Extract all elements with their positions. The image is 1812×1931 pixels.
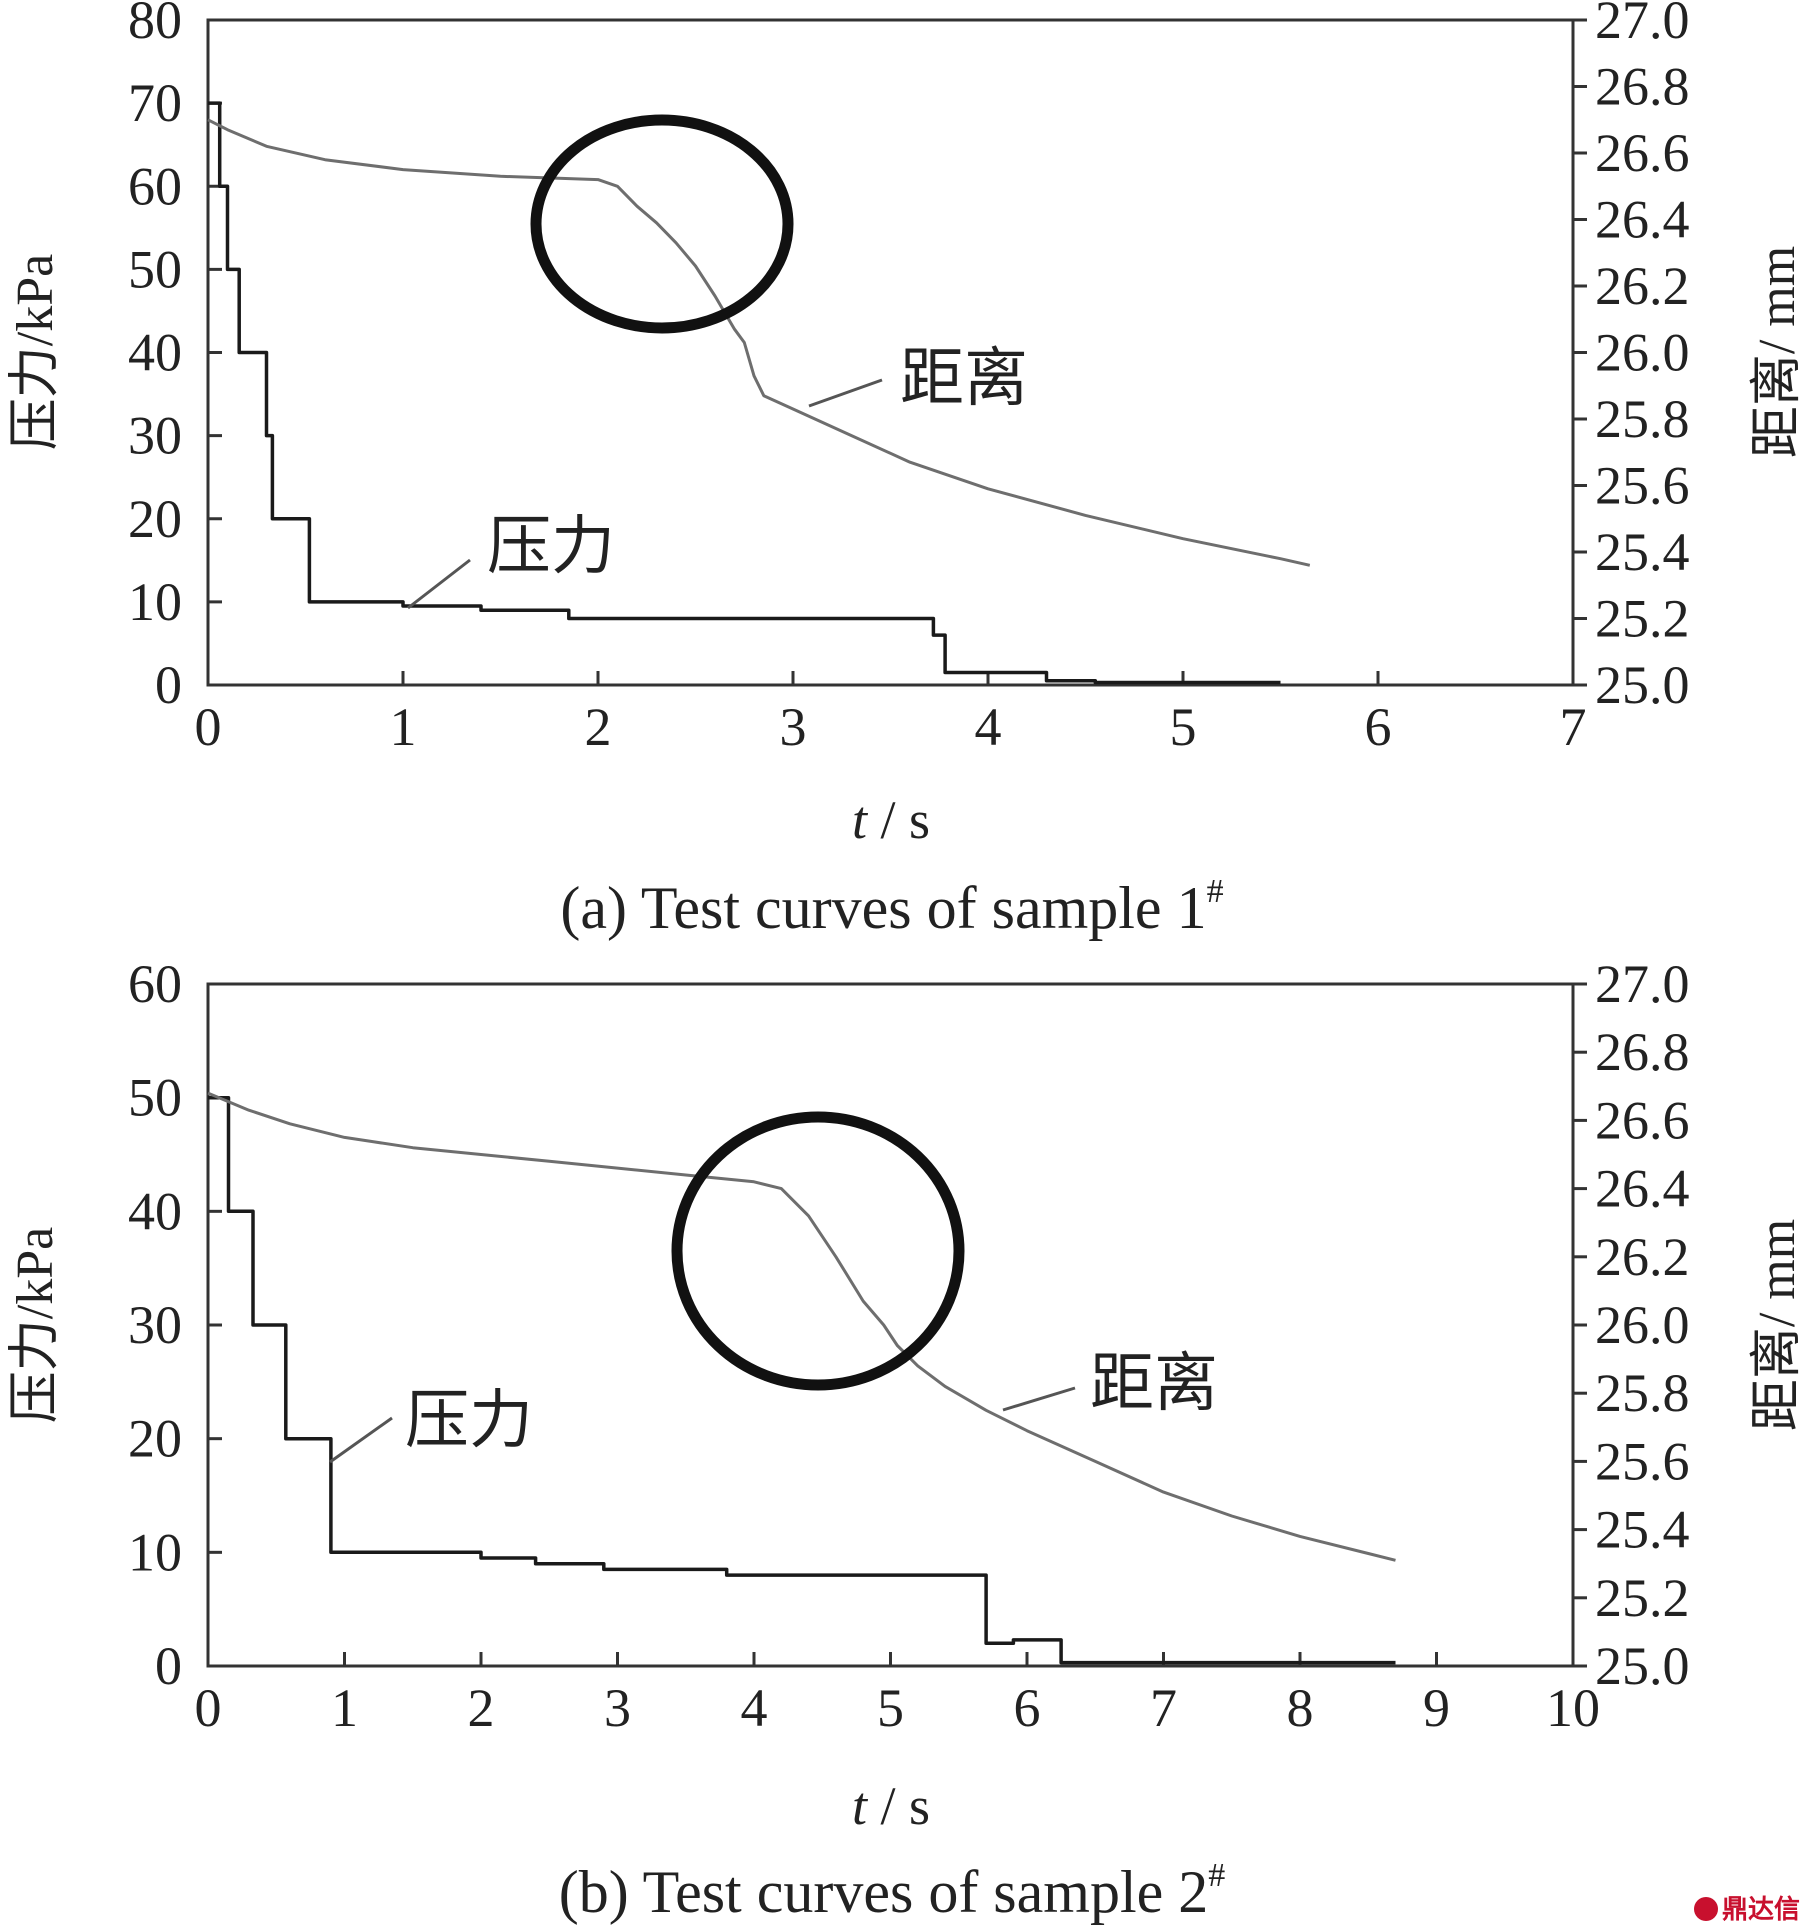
y-right-tick-label: 26.2 bbox=[1595, 1227, 1690, 1287]
y-left-tick-label: 40 bbox=[128, 323, 182, 383]
x-tick-label: 10 bbox=[1546, 1678, 1600, 1738]
watermark: 鼎达信 bbox=[1694, 1895, 1800, 1925]
x-axis-a: 0 1 2 3 4 5 6 7 bbox=[195, 671, 1587, 757]
y-right-tick-label: 25.8 bbox=[1595, 389, 1690, 449]
y-right-tick-label: 25.0 bbox=[1595, 655, 1690, 715]
y-right-tick-label: 25.8 bbox=[1595, 1363, 1690, 1423]
x-tick-label: 0 bbox=[195, 697, 222, 757]
y-right-tick-label: 25.4 bbox=[1595, 522, 1690, 582]
y-left-tick-label: 30 bbox=[128, 406, 182, 466]
x-tick-label: 3 bbox=[780, 697, 807, 757]
pressure-line bbox=[208, 1095, 1396, 1665]
y-left-tick-label: 80 bbox=[128, 0, 182, 50]
y-right-tick-label: 26.4 bbox=[1595, 1159, 1690, 1219]
right-y-label-b: 距离/ mm bbox=[1749, 1219, 1806, 1431]
highlight-circle-b bbox=[671, 1111, 965, 1391]
leader-distance-b bbox=[1002, 1386, 1076, 1412]
left-y-axis-a: 0 10 20 30 40 50 60 70 80 bbox=[128, 0, 222, 715]
annotation-distance-b: 距离 bbox=[1090, 1348, 1218, 1419]
right-y-label-a: 距离/ mm bbox=[1749, 246, 1806, 458]
y-right-tick-label: 25.4 bbox=[1595, 1500, 1690, 1560]
highlight-circle-a bbox=[530, 114, 794, 334]
left-y-axis-b: 0 10 20 30 40 50 60 bbox=[128, 954, 222, 1696]
x-tick-label: 0 bbox=[195, 1678, 222, 1738]
y-left-tick-label: 40 bbox=[128, 1181, 182, 1241]
x-tick-label: 2 bbox=[585, 697, 612, 757]
plot-area-b bbox=[206, 982, 1575, 1668]
y-right-tick-label: 26.0 bbox=[1595, 323, 1690, 383]
y-left-tick-label: 10 bbox=[128, 572, 182, 632]
y-right-tick-label: 26.0 bbox=[1595, 1295, 1690, 1355]
x-tick-label: 6 bbox=[1014, 1678, 1041, 1738]
distance-line bbox=[207, 118, 1311, 567]
x-axis-b: 0 1 2 3 4 5 6 7 8 9 10 bbox=[195, 1652, 1600, 1738]
x-tick-label: 1 bbox=[390, 697, 417, 757]
y-right-tick-label: 25.2 bbox=[1595, 1568, 1690, 1628]
series-b bbox=[207, 1091, 1396, 1665]
pressure-line bbox=[208, 101, 1281, 685]
right-y-axis-b: 25.0 25.2 25.4 25.6 25.8 26.0 26.2 26.4 26.6 26.8… bbox=[1573, 954, 1690, 1696]
x-tick-label: 6 bbox=[1365, 697, 1392, 757]
x-tick-label: 5 bbox=[1170, 697, 1197, 757]
y-right-tick-label: 26.8 bbox=[1595, 57, 1690, 117]
distance-line bbox=[207, 1091, 1396, 1562]
y-right-tick-label: 27.0 bbox=[1595, 954, 1690, 1014]
x-tick-label: 7 bbox=[1560, 697, 1587, 757]
y-left-tick-label: 50 bbox=[128, 239, 182, 299]
plot-area-a bbox=[206, 18, 1575, 687]
y-right-tick-label: 27.0 bbox=[1595, 0, 1690, 50]
right-y-axis-a: 25.025.2 25.425.6 25.826.0 26.226.4 26.626.8… bbox=[1573, 0, 1690, 715]
y-right-tick-label: 25.2 bbox=[1595, 589, 1690, 649]
y-left-tick-label: 0 bbox=[155, 1636, 182, 1696]
y-right-tick-label: 25.0 bbox=[1595, 1636, 1690, 1696]
y-right-tick-label: 26.2 bbox=[1595, 256, 1690, 316]
annotation-distance-a: 距离 bbox=[900, 343, 1028, 414]
y-right-tick-label: 25.6 bbox=[1595, 456, 1690, 516]
y-left-tick-label: 0 bbox=[155, 655, 182, 715]
x-tick-label: 2 bbox=[468, 1678, 495, 1738]
leader-distance-a bbox=[808, 378, 883, 408]
x-tick-label: 8 bbox=[1287, 1678, 1314, 1738]
y-left-tick-label: 20 bbox=[128, 1409, 182, 1469]
y-left-tick-label: 30 bbox=[128, 1295, 182, 1355]
y-right-tick-label: 26.6 bbox=[1595, 1090, 1690, 1150]
y-left-tick-label: 10 bbox=[128, 1522, 182, 1582]
y-right-tick-label: 26.6 bbox=[1595, 123, 1690, 183]
y-left-tick-label: 20 bbox=[128, 489, 182, 549]
left-y-label-a: 压力/kPa bbox=[7, 254, 64, 450]
left-y-label-b: 压力/kPa bbox=[7, 1227, 64, 1423]
annotation-pressure-a: 压力 bbox=[487, 511, 615, 582]
x-tick-label: 1 bbox=[331, 1678, 358, 1738]
x-tick-label: 4 bbox=[975, 697, 1002, 757]
y-right-tick-label: 26.4 bbox=[1595, 190, 1690, 250]
x-tick-label: 9 bbox=[1423, 1678, 1450, 1738]
caption-a: (a) Test curves of sample 1# bbox=[560, 873, 1223, 941]
x-label-b: t / s bbox=[852, 1776, 930, 1836]
x-label-a: t / s bbox=[852, 790, 930, 850]
watermark-text: 鼎达信 bbox=[1722, 1895, 1800, 1925]
y-left-tick-label: 60 bbox=[128, 156, 182, 216]
y-left-tick-label: 60 bbox=[128, 954, 182, 1014]
x-tick-label: 3 bbox=[604, 1678, 631, 1738]
caption-b: (b) Test curves of sample 2# bbox=[559, 1857, 1226, 1925]
leader-pressure-b bbox=[329, 1416, 393, 1464]
watermark-logo-icon bbox=[1694, 1897, 1718, 1921]
x-tick-label: 4 bbox=[741, 1678, 768, 1738]
y-right-tick-label: 25.6 bbox=[1595, 1431, 1690, 1491]
series-a bbox=[207, 101, 1311, 685]
leader-pressure-a bbox=[407, 558, 471, 610]
x-tick-label: 7 bbox=[1150, 1678, 1177, 1738]
y-left-tick-label: 50 bbox=[128, 1068, 182, 1128]
y-right-tick-label: 26.8 bbox=[1595, 1022, 1690, 1082]
y-left-tick-label: 70 bbox=[128, 73, 182, 133]
annotation-pressure-b: 压力 bbox=[405, 1385, 533, 1456]
x-tick-label: 5 bbox=[877, 1678, 904, 1738]
